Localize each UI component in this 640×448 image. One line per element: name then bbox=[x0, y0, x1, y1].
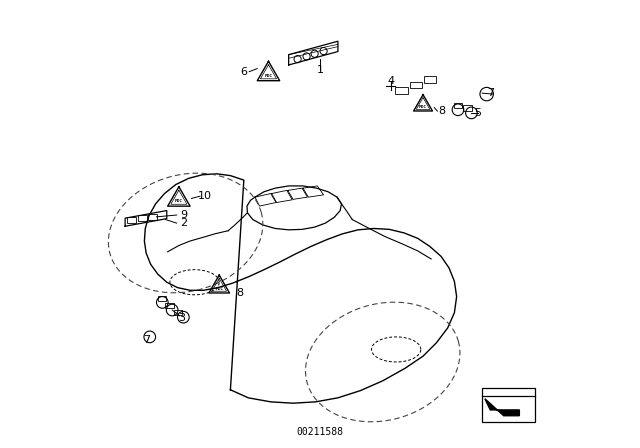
Text: 5: 5 bbox=[474, 108, 481, 118]
Text: PDC: PDC bbox=[215, 287, 223, 290]
Text: 8: 8 bbox=[438, 106, 445, 116]
Text: 2: 2 bbox=[180, 218, 187, 228]
Text: PDC: PDC bbox=[419, 105, 427, 109]
Text: 7: 7 bbox=[486, 88, 494, 98]
Bar bbox=[165, 303, 173, 308]
Text: 6: 6 bbox=[241, 67, 247, 77]
Bar bbox=[158, 296, 166, 301]
Text: 9: 9 bbox=[180, 210, 187, 220]
Bar bbox=[454, 103, 463, 108]
Bar bbox=[424, 76, 436, 83]
Text: 1: 1 bbox=[317, 65, 323, 75]
Text: PDC: PDC bbox=[175, 199, 183, 203]
Text: 4: 4 bbox=[387, 76, 394, 86]
Text: 3: 3 bbox=[179, 313, 186, 323]
Bar bbox=[173, 310, 182, 315]
Polygon shape bbox=[485, 399, 519, 416]
Text: 8: 8 bbox=[236, 289, 243, 298]
Text: 7: 7 bbox=[143, 335, 150, 345]
Bar bbox=[148, 214, 157, 220]
Text: PDC: PDC bbox=[264, 74, 273, 78]
Text: 00211588: 00211588 bbox=[296, 427, 344, 437]
Text: 10: 10 bbox=[197, 191, 211, 201]
Bar bbox=[138, 215, 147, 221]
Bar bbox=[482, 388, 535, 422]
Bar bbox=[396, 87, 408, 94]
Bar bbox=[463, 105, 472, 111]
Bar bbox=[410, 82, 422, 88]
Bar bbox=[127, 217, 136, 223]
